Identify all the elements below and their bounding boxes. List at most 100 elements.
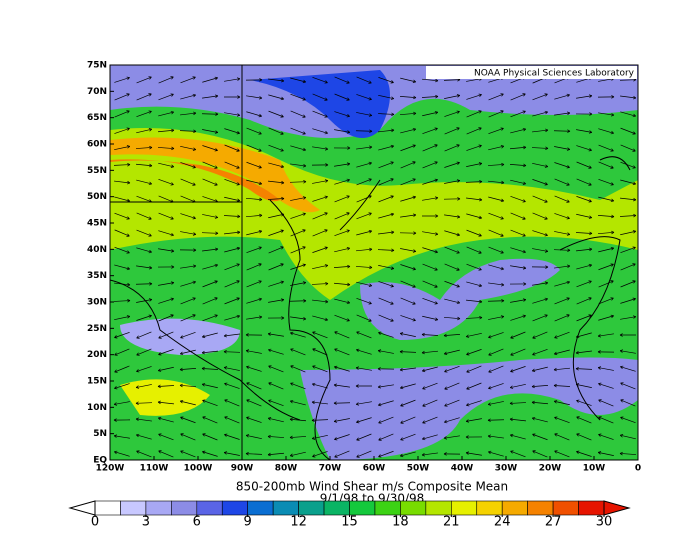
wind-vector [400, 264, 416, 270]
wind-vector-head [598, 399, 602, 403]
wind-vector [554, 146, 570, 150]
wind-vector-head [171, 146, 175, 151]
wind-vector [510, 450, 526, 458]
wind-vector [444, 365, 460, 373]
colorbar-box [374, 500, 401, 516]
wind-vector-head [456, 179, 461, 183]
wind-vector [201, 368, 219, 370]
wind-vector-head [170, 182, 174, 186]
wind-vector [136, 247, 152, 253]
wind-vector-head [610, 314, 614, 319]
wind-vector-head [400, 385, 404, 390]
wind-vector [466, 332, 482, 338]
wind-vector [488, 435, 504, 439]
wind-vector [466, 349, 482, 355]
wind-vector-head [355, 384, 359, 388]
wind-vector [356, 94, 372, 100]
wind-vector-head [334, 348, 338, 352]
wind-vector [510, 265, 526, 269]
wind-vector [510, 348, 526, 356]
wind-vector-head [390, 96, 395, 100]
wind-vector [334, 93, 350, 101]
wind-vector [334, 366, 350, 372]
wind-vector [378, 77, 394, 83]
wind-vector-head [214, 280, 218, 284]
wind-vector-head [588, 199, 592, 203]
wind-vector-head [268, 399, 272, 403]
wind-vector-head [544, 199, 548, 203]
wind-vector-head [236, 182, 240, 186]
lat-label: 10N [87, 403, 107, 413]
wind-vector [223, 351, 241, 353]
wind-vector-head [434, 267, 438, 271]
wind-vector [378, 384, 394, 388]
wind-vector-head [554, 416, 558, 420]
wind-vector [466, 127, 482, 135]
wind-vector [356, 401, 372, 405]
wind-vector [268, 399, 284, 407]
wind-vector-head [531, 400, 535, 405]
wind-vector-head [246, 416, 250, 420]
wind-vector-head [223, 366, 228, 370]
wind-vector-head [567, 129, 571, 133]
wind-vector [576, 332, 592, 338]
wind-vector [576, 129, 592, 133]
credit-box [426, 66, 637, 79]
colorbar-label: 9 [244, 515, 252, 530]
colorbar-box [501, 500, 528, 516]
wind-vector-head [258, 148, 262, 152]
wind-vector-head [170, 76, 174, 80]
lon-label: 90W [231, 464, 254, 474]
credit: NOAA Physical Sciences Laboratory [474, 69, 635, 79]
wind-vector [267, 436, 285, 438]
wind-vector [620, 399, 636, 407]
wind-vector-head [588, 314, 592, 318]
wind-vector [400, 77, 416, 83]
wind-vector [598, 263, 614, 271]
wind-vector-head [127, 282, 131, 287]
wind-vector [180, 145, 196, 151]
colorbar-box [120, 500, 147, 516]
wind-vector-head [192, 93, 196, 98]
wind-vector [598, 297, 614, 305]
wind-vector [312, 180, 328, 184]
wind-vector-head [114, 352, 118, 356]
wind-vector-head [214, 148, 218, 152]
wind-vector-head [368, 195, 372, 199]
wind-vector [619, 453, 637, 455]
wind-vector-head [302, 131, 306, 135]
wind-vector [246, 127, 262, 135]
wind-vector-head [192, 216, 196, 220]
wind-vector-head [413, 95, 417, 100]
wind-vector [114, 315, 130, 321]
wind-vector-head [611, 95, 615, 99]
wind-vector [114, 383, 130, 389]
wind-vector [202, 129, 218, 133]
wind-vector [356, 248, 372, 252]
wind-vector-head [501, 162, 505, 167]
wind-vector-head [412, 195, 416, 200]
wind-vector [290, 332, 306, 338]
wind-vector-head [478, 162, 483, 166]
wind-vector [400, 128, 416, 134]
wind-vector [443, 334, 461, 336]
wind-vector [422, 78, 438, 82]
wind-vector-head [465, 435, 469, 439]
colorbar-label: 3 [142, 515, 150, 530]
wind-vector-head [501, 299, 505, 303]
wind-vector-head [346, 80, 350, 84]
wind-vector-head [157, 384, 161, 389]
wind-vector [334, 418, 350, 422]
wind-vector-head [588, 263, 592, 268]
wind-vector [620, 434, 636, 440]
colorbar-label: 12 [290, 515, 307, 530]
wind-vector-head [127, 180, 131, 185]
wind-vector [136, 128, 152, 134]
wind-vector [290, 451, 306, 457]
wind-vector-head [443, 351, 448, 355]
wind-vector [554, 367, 570, 371]
wind-vector-head [575, 383, 580, 387]
wind-vector [114, 212, 130, 220]
wind-vector-head [632, 131, 636, 135]
